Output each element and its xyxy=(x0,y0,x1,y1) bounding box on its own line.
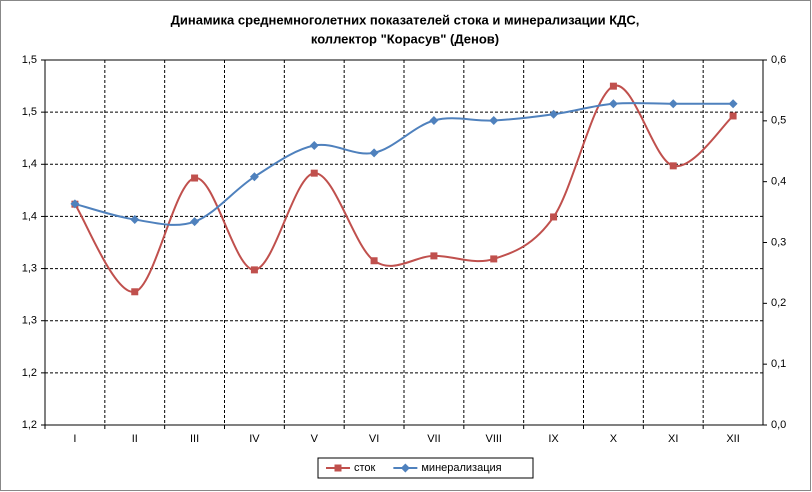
y-tick-label: 1,3 xyxy=(22,262,37,274)
marker xyxy=(130,215,140,225)
chart-title: Динамика среднемноголетних показателей с… xyxy=(171,12,640,27)
x-tick-label: VI xyxy=(369,433,379,445)
y-tick-label: 1,3 xyxy=(22,315,37,327)
legend-marker xyxy=(400,463,410,473)
x-tick-label: IV xyxy=(249,433,260,445)
y2-tick-label: 0,3 xyxy=(771,236,786,248)
y2-tick-label: 0,0 xyxy=(771,419,786,431)
marker xyxy=(729,112,737,120)
x-tick-label: X xyxy=(610,433,618,445)
marker xyxy=(370,257,378,265)
y2-tick-label: 0,2 xyxy=(771,297,786,309)
marker xyxy=(609,82,617,90)
x-tick-label: III xyxy=(190,433,199,445)
marker xyxy=(728,99,738,109)
marker xyxy=(70,199,80,209)
marker xyxy=(191,174,199,182)
y2-tick-label: 0,4 xyxy=(771,176,786,188)
x-tick-label: XII xyxy=(726,433,739,445)
marker xyxy=(489,115,499,125)
marker xyxy=(608,99,618,109)
legend-label: сток xyxy=(354,462,376,474)
y-tick-label: 1,5 xyxy=(22,54,37,66)
y-tick-label: 1,2 xyxy=(22,367,37,379)
x-tick-label: V xyxy=(311,433,319,445)
y-tick-label: 1,2 xyxy=(22,419,37,431)
marker xyxy=(310,169,318,177)
y2-tick-label: 0,6 xyxy=(771,54,786,66)
marker xyxy=(490,255,498,263)
marker xyxy=(131,288,139,296)
marker xyxy=(309,141,319,151)
y-tick-label: 1,5 xyxy=(22,106,37,118)
marker xyxy=(429,115,439,125)
marker xyxy=(369,148,379,158)
marker xyxy=(430,252,438,260)
y-tick-label: 1,4 xyxy=(22,210,37,222)
legend xyxy=(317,457,534,479)
x-tick-label: VIII xyxy=(485,433,502,445)
marker xyxy=(190,217,200,227)
y2-tick-label: 0,1 xyxy=(771,358,786,370)
marker xyxy=(669,162,677,170)
x-tick-label: VII xyxy=(427,433,440,445)
marker xyxy=(549,109,559,119)
marker xyxy=(249,172,259,182)
legend-label: минерализация xyxy=(421,462,501,474)
chart-title: коллектор "Корасув" (Денов) xyxy=(311,31,499,46)
y-tick-label: 1,4 xyxy=(22,158,37,170)
x-tick-label: XI xyxy=(668,433,678,445)
legend-marker xyxy=(334,464,342,472)
marker xyxy=(250,266,258,274)
marker xyxy=(668,99,678,109)
x-tick-label: II xyxy=(132,433,138,445)
marker xyxy=(550,213,558,221)
x-tick-label: I xyxy=(73,433,76,445)
x-tick-label: IX xyxy=(548,433,559,445)
y2-tick-label: 0,5 xyxy=(771,115,786,127)
